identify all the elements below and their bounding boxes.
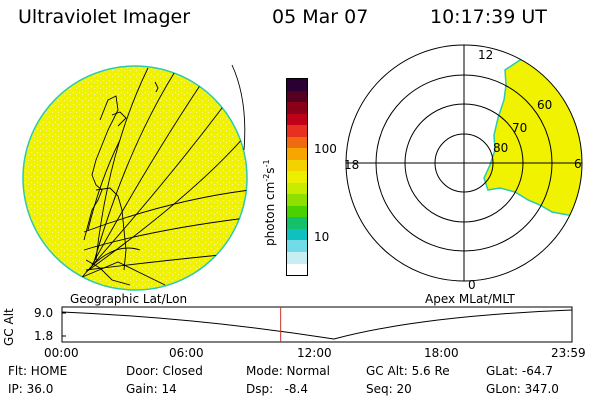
colorbar-swatch-5	[287, 136, 307, 149]
altitude-axis-label: GC Alt	[2, 308, 16, 346]
colorbar-swatch-9	[287, 182, 307, 195]
mlt-label-6: 6	[574, 157, 582, 171]
colorbar-tick-10: 10	[314, 230, 330, 244]
earth-disk	[22, 65, 248, 291]
observation-time: 10:17:39 UT	[430, 6, 547, 28]
time-tick-1800: 18:00	[424, 346, 459, 360]
mlt-label-0: 0	[468, 278, 476, 292]
colorbar-swatch-1	[287, 90, 307, 103]
status-mode: Mode: Normal	[246, 364, 330, 378]
observation-date: 05 Mar 07	[272, 6, 369, 28]
colorbar-swatch-8	[287, 171, 307, 183]
status-glon: GLon: 347.0	[486, 382, 559, 396]
time-tick-0000: 00:00	[44, 346, 79, 360]
colorbar-swatch-3	[287, 113, 307, 126]
colorbar-swatch-7	[287, 159, 307, 172]
status-gain: Gain: 14	[126, 382, 177, 396]
colorbar-swatch-2	[287, 102, 307, 114]
continent-outlines	[79, 81, 166, 286]
status-gc-alt: GC Alt: 5.6 Re	[366, 364, 450, 378]
lat-lon-grid	[79, 67, 247, 281]
colorbar-swatch-13	[287, 228, 307, 241]
instrument-title: Ultraviolet Imager	[18, 6, 191, 28]
colorbar-tick-100: 100	[314, 142, 337, 156]
time-tick-1200: 12:00	[297, 346, 332, 360]
colorbar-swatch-15	[287, 251, 307, 264]
status-ip: IP: 36.0	[8, 382, 54, 396]
mlat-label-70: 70	[512, 121, 528, 135]
colorbar-swatch-4	[287, 125, 307, 137]
status-glat: GLat: -64.7	[486, 364, 553, 378]
mlat-label-80: 80	[493, 141, 509, 155]
altitude-curve	[61, 309, 573, 340]
geographic-caption: Geographic Lat/Lon	[70, 292, 188, 306]
time-tick-0600: 06:00	[169, 346, 204, 360]
time-tick-2359: 23:59	[551, 346, 586, 360]
mlt-label-18: 18	[344, 158, 360, 172]
status-door: Door: Closed	[126, 364, 203, 378]
polar-caption: Apex MLat/MLT	[425, 292, 515, 306]
status-seq: Seq: 20	[366, 382, 412, 396]
mlt-label-12: 12	[478, 48, 494, 62]
status-dsp: Dsp: -8.4	[246, 382, 309, 396]
colorbar-swatch-14	[287, 240, 307, 252]
colorbar-swatch-0	[287, 79, 307, 91]
altitude-plot-frame	[61, 306, 573, 343]
colorbar-swatch-11	[287, 205, 307, 218]
colorbar-swatch-10	[287, 194, 307, 206]
polar-grid	[345, 44, 583, 282]
colorbar-swatch-16	[287, 263, 307, 276]
alt-tick-9: 9.0	[34, 306, 54, 320]
mlat-label-60: 60	[537, 98, 553, 112]
intensity-colorbar	[286, 78, 308, 276]
colorbar-swatch-6	[287, 148, 307, 160]
status-flight: Flt: HOME	[8, 364, 68, 378]
colorbar-swatch-12	[287, 217, 307, 229]
alt-tick-1-8: 1.8	[34, 329, 54, 343]
